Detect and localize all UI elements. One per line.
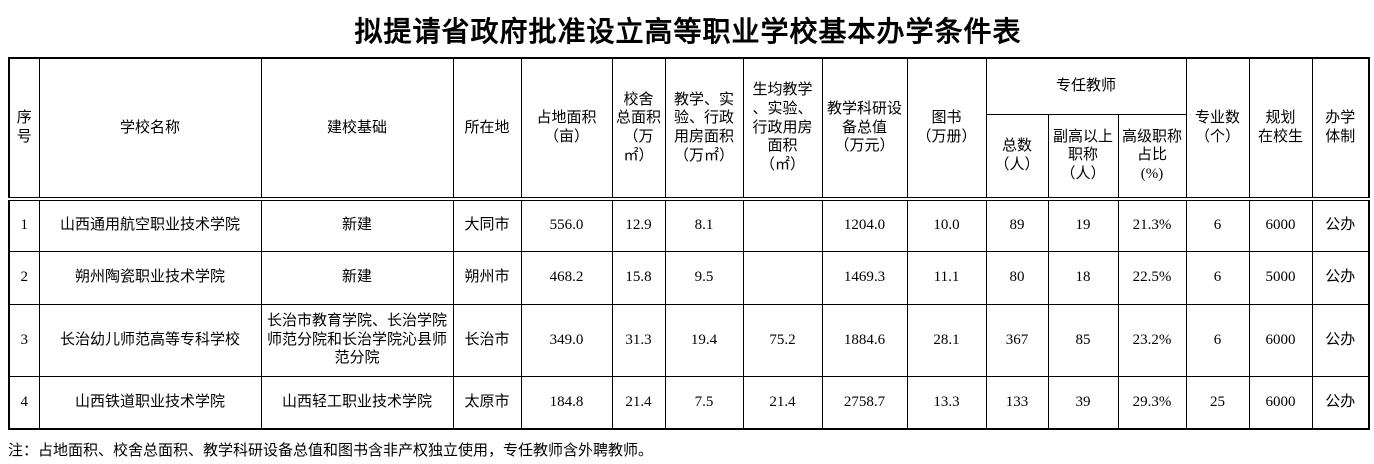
cell-books: 10.0 xyxy=(906,198,987,252)
table-row: 1 山西通用航空职业技术学院 新建 大同市 556.0 12.9 8.1 120… xyxy=(8,198,1370,252)
cell-school-name: 朔州陶瓷职业技术学院 xyxy=(38,250,262,305)
cell-seq: 4 xyxy=(8,375,40,430)
cell-school-name: 山西通用航空职业技术学院 xyxy=(38,198,262,252)
cell-school-system: 公办 xyxy=(1311,250,1370,305)
cell-majors: 6 xyxy=(1185,198,1250,252)
cell-building-area: 12.9 xyxy=(611,198,666,252)
cell-school-system: 公办 xyxy=(1311,198,1370,252)
col-header-teacher-senior-ratio: 高级职称 占比 (%) xyxy=(1117,113,1187,201)
cell-founding-basis: 新建 xyxy=(260,198,454,252)
cell-land-area: 468.2 xyxy=(520,250,613,305)
page-title: 拟提请省政府批准设立高等职业学校基本办学条件表 xyxy=(354,17,1022,48)
table-header: 序 号 学校名称 建校基础 所在地 占地面积 （亩） 校舍 总面积 （万㎡） 教… xyxy=(8,57,1370,201)
cell-location: 朔州市 xyxy=(452,250,522,305)
cell-teacher-senior: 18 xyxy=(1047,250,1119,305)
col-header-teacher-total: 总数 （人） xyxy=(985,113,1049,201)
cell-teaching-admin-area: 7.5 xyxy=(664,375,744,430)
cell-majors: 25 xyxy=(1185,375,1250,430)
table-row: 2 朔州陶瓷职业技术学院 新建 朔州市 468.2 15.8 9.5 1469.… xyxy=(8,250,1370,305)
cell-teacher-total: 89 xyxy=(985,198,1049,252)
col-header-seq: 序 号 xyxy=(8,57,40,201)
cell-teaching-admin-area: 9.5 xyxy=(664,250,744,305)
header-row-group: 序 号 学校名称 建校基础 所在地 占地面积 （亩） 校舍 总面积 （万㎡） 教… xyxy=(8,57,1370,201)
cell-books: 11.1 xyxy=(906,250,987,305)
cell-equipment-value: 1204.0 xyxy=(821,198,908,252)
cell-teacher-senior-ratio: 21.3% xyxy=(1117,198,1187,252)
cell-teacher-total: 367 xyxy=(985,303,1049,377)
cell-planned-students: 6000 xyxy=(1248,303,1313,377)
cell-school-system: 公办 xyxy=(1311,375,1370,430)
cell-teacher-total: 80 xyxy=(985,250,1049,305)
cell-school-name: 长治幼儿师范高等专科学校 xyxy=(38,303,262,377)
cell-founding-basis: 新建 xyxy=(260,250,454,305)
col-header-majors: 专业数 （个） xyxy=(1185,57,1250,201)
cell-location: 大同市 xyxy=(452,198,522,252)
cell-per-student-area xyxy=(742,198,823,252)
cell-planned-students: 6000 xyxy=(1248,198,1313,252)
cell-teaching-admin-area: 8.1 xyxy=(664,198,744,252)
cell-land-area: 349.0 xyxy=(520,303,613,377)
cell-teaching-admin-area: 19.4 xyxy=(664,303,744,377)
cell-teacher-total: 133 xyxy=(985,375,1049,430)
cell-location: 长治市 xyxy=(452,303,522,377)
cell-land-area: 184.8 xyxy=(520,375,613,430)
col-header-equipment-value: 教学科研设 备总值 （万元） xyxy=(821,57,908,201)
col-header-school-name: 学校名称 xyxy=(38,57,262,201)
cell-building-area: 15.8 xyxy=(611,250,666,305)
cell-teacher-senior: 19 xyxy=(1047,198,1119,252)
col-header-group-full-time-teachers: 专任教师 xyxy=(985,57,1187,115)
col-header-teacher-senior: 副高以上 职称 （人） xyxy=(1047,113,1119,201)
col-header-books: 图书 （万册） xyxy=(906,57,987,201)
cell-planned-students: 6000 xyxy=(1248,375,1313,430)
cell-teacher-senior: 39 xyxy=(1047,375,1119,430)
col-header-planned-students: 规划 在校生 xyxy=(1248,57,1313,201)
cell-teacher-senior-ratio: 22.5% xyxy=(1117,250,1187,305)
col-header-location: 所在地 xyxy=(452,57,522,201)
cell-equipment-value: 1884.6 xyxy=(821,303,908,377)
cell-books: 28.1 xyxy=(906,303,987,377)
cell-teacher-senior-ratio: 23.2% xyxy=(1117,303,1187,377)
cell-school-system: 公办 xyxy=(1311,303,1370,377)
cell-per-student-area: 21.4 xyxy=(742,375,823,430)
cell-books: 13.3 xyxy=(906,375,987,430)
cell-school-name: 山西铁道职业技术学院 xyxy=(38,375,262,430)
cell-land-area: 556.0 xyxy=(520,198,613,252)
cell-founding-basis: 长治市教育学院、长治学院师范分院和长治学院沁县师范分院 xyxy=(260,303,454,377)
col-header-per-student-area: 生均教学 、实验、 行政用房 面积 （㎡） xyxy=(742,57,823,201)
table-body: 1 山西通用航空职业技术学院 新建 大同市 556.0 12.9 8.1 120… xyxy=(8,198,1370,430)
cell-equipment-value: 2758.7 xyxy=(821,375,908,430)
col-header-building-area: 校舍 总面积 （万㎡） xyxy=(611,57,666,201)
col-header-school-system: 办学 体制 xyxy=(1311,57,1370,201)
cell-building-area: 21.4 xyxy=(611,375,666,430)
cell-planned-students: 5000 xyxy=(1248,250,1313,305)
cell-equipment-value: 1469.3 xyxy=(821,250,908,305)
conditions-table: 序 号 学校名称 建校基础 所在地 占地面积 （亩） 校舍 总面积 （万㎡） 教… xyxy=(8,57,1370,430)
cell-location: 太原市 xyxy=(452,375,522,430)
cell-teacher-senior: 85 xyxy=(1047,303,1119,377)
cell-teacher-senior-ratio: 29.3% xyxy=(1117,375,1187,430)
cell-building-area: 31.3 xyxy=(611,303,666,377)
col-header-founding-basis: 建校基础 xyxy=(260,57,454,201)
col-header-teaching-admin-area: 教学、实 验、行政 用房面积 （万㎡） xyxy=(664,57,744,201)
cell-per-student-area xyxy=(742,250,823,305)
cell-seq: 2 xyxy=(8,250,40,305)
cell-seq: 3 xyxy=(8,303,40,377)
cell-majors: 6 xyxy=(1185,303,1250,377)
table-row: 3 长治幼儿师范高等专科学校 长治市教育学院、长治学院师范分院和长治学院沁县师范… xyxy=(8,303,1370,377)
footnote: 注：占地面积、校舍总面积、教学科研设备总值和图书含非产权独立使用，专任教师含外聘… xyxy=(8,443,654,459)
cell-per-student-area: 75.2 xyxy=(742,303,823,377)
cell-founding-basis: 山西轻工职业技术学院 xyxy=(260,375,454,430)
cell-majors: 6 xyxy=(1185,250,1250,305)
cell-seq: 1 xyxy=(8,198,40,252)
table-row: 4 山西铁道职业技术学院 山西轻工职业技术学院 太原市 184.8 21.4 7… xyxy=(8,375,1370,430)
header-row-sub: 总数 （人） 副高以上 职称 （人） 高级职称 占比 (%) xyxy=(9,113,1369,201)
col-header-land-area: 占地面积 （亩） xyxy=(520,57,613,201)
